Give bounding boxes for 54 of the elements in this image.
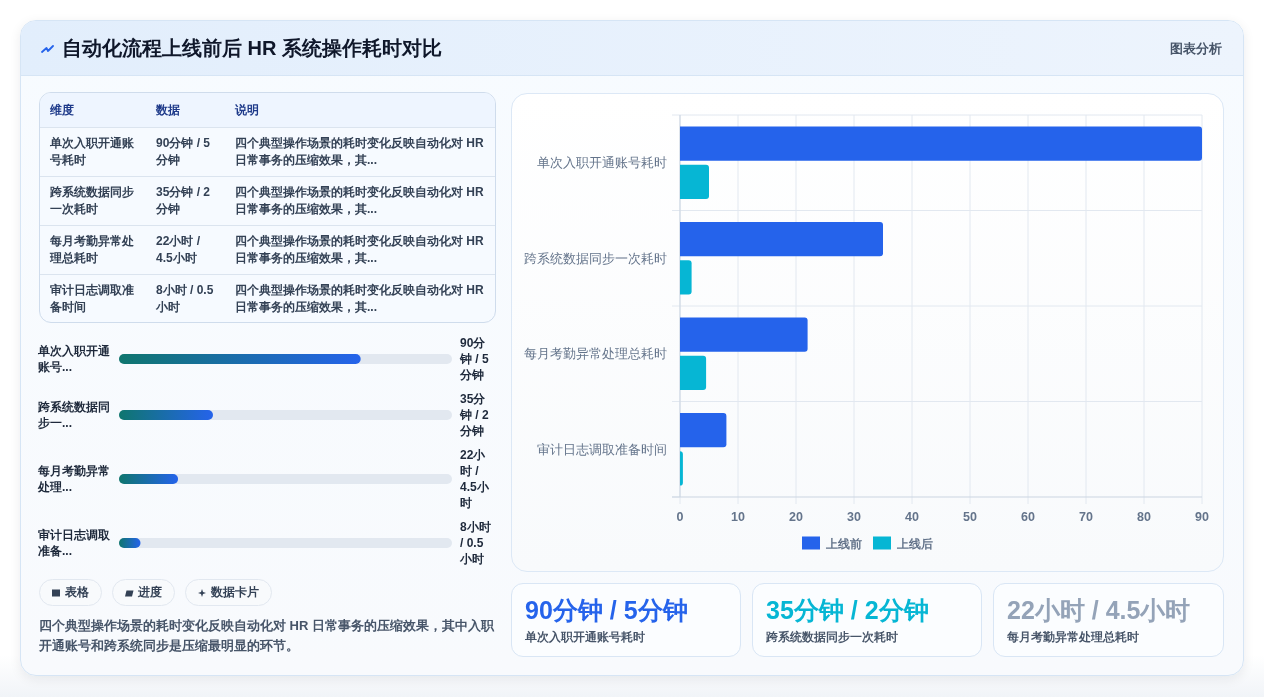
x-tick-label: 10 <box>731 510 745 524</box>
x-tick-label: 60 <box>1021 510 1035 524</box>
y-tick-label: 每月考勤异常处理总耗时 <box>524 347 667 362</box>
text: 35分钟 / 2分钟 <box>146 176 225 225</box>
data-label: 22小时 / 4.5小时 <box>460 447 490 511</box>
text: 数据 <box>146 93 225 127</box>
text: 90分钟 / 5分钟 <box>146 127 225 176</box>
text: 图表分析 <box>1170 40 1222 58</box>
text: 8小时 / 0.5小时 <box>146 274 225 323</box>
bar <box>680 221 883 257</box>
text: 22小时 / 4.5小时 <box>146 225 225 274</box>
x-tick-label: 70 <box>1079 510 1093 524</box>
data-label: 8小时 / 0.5小时 <box>460 519 492 567</box>
bar <box>680 260 692 295</box>
text: 22小时 / 4.5小时 <box>1007 595 1191 625</box>
y-tick-label: 审计日志调取准备时间 <box>537 441 667 457</box>
bar <box>680 355 707 391</box>
x-tick-label: 90 <box>1195 510 1209 524</box>
y-tick-label: 单次入职开通账号... <box>38 343 111 375</box>
y-tick-label: 每月考勤异常处理... <box>38 463 111 495</box>
text: 90分钟 / 5分钟 <box>525 595 688 625</box>
data-label: 35分钟 / 2分钟 <box>460 391 490 439</box>
text: 四个典型操作场景的耗时变化反映自动化对 HR 日常事务的压缩效果，其中入职开通账号和跨系统同步是压缩最明显的环节。 <box>39 617 495 655</box>
data-label: 90分钟 / 5分钟 <box>460 335 490 383</box>
bar <box>680 164 709 200</box>
x-tick-label: 20 <box>789 510 803 524</box>
text: 35分钟 / 2分钟 <box>766 595 929 625</box>
text: 说明 <box>225 93 495 127</box>
text: 四个典型操作场景的耗时变化反映自动化对 HR 日常事务的压缩效果，其... <box>225 274 495 323</box>
bar <box>680 412 727 448</box>
text: 表格 <box>65 584 89 601</box>
text: 自动化流程上线前后 HR 系统操作耗时对比 <box>62 36 442 61</box>
text: 维度 <box>40 93 146 127</box>
text: 四个典型操作场景的耗时变化反映自动化对 HR 日常事务的压缩效果，其... <box>225 127 495 176</box>
x-tick-label: 50 <box>963 510 977 524</box>
bar <box>680 317 808 352</box>
legend-label: 上线后 <box>896 536 933 551</box>
text: 数据卡片 <box>211 584 259 601</box>
text: 每月考勤异常处理总耗时 <box>1007 630 1139 645</box>
y-tick-label: 审计日志调取准备... <box>38 527 111 559</box>
bar <box>680 451 683 486</box>
y-tick-label: 跨系统数据同步一... <box>38 399 111 431</box>
x-tick-label: 40 <box>905 510 919 524</box>
text: 进度 <box>138 584 162 601</box>
y-tick-label: 跨系统数据同步一次耗时 <box>524 251 667 266</box>
text: 跨系统数据同步一次耗时 <box>766 629 898 645</box>
x-tick-label: 0 <box>676 510 684 524</box>
x-tick-label: 30 <box>847 510 861 524</box>
y-tick-label: 单次入职开通账号耗时 <box>537 156 667 171</box>
text: 四个典型操作场景的耗时变化反映自动化对 HR 日常事务的压缩效果，其... <box>225 176 495 225</box>
bar <box>680 126 1202 161</box>
text: 四个典型操作场景的耗时变化反映自动化对 HR 日常事务的压缩效果，其... <box>225 225 495 274</box>
legend-label: 上线前 <box>825 536 862 551</box>
x-tick-label: 80 <box>1137 510 1151 524</box>
